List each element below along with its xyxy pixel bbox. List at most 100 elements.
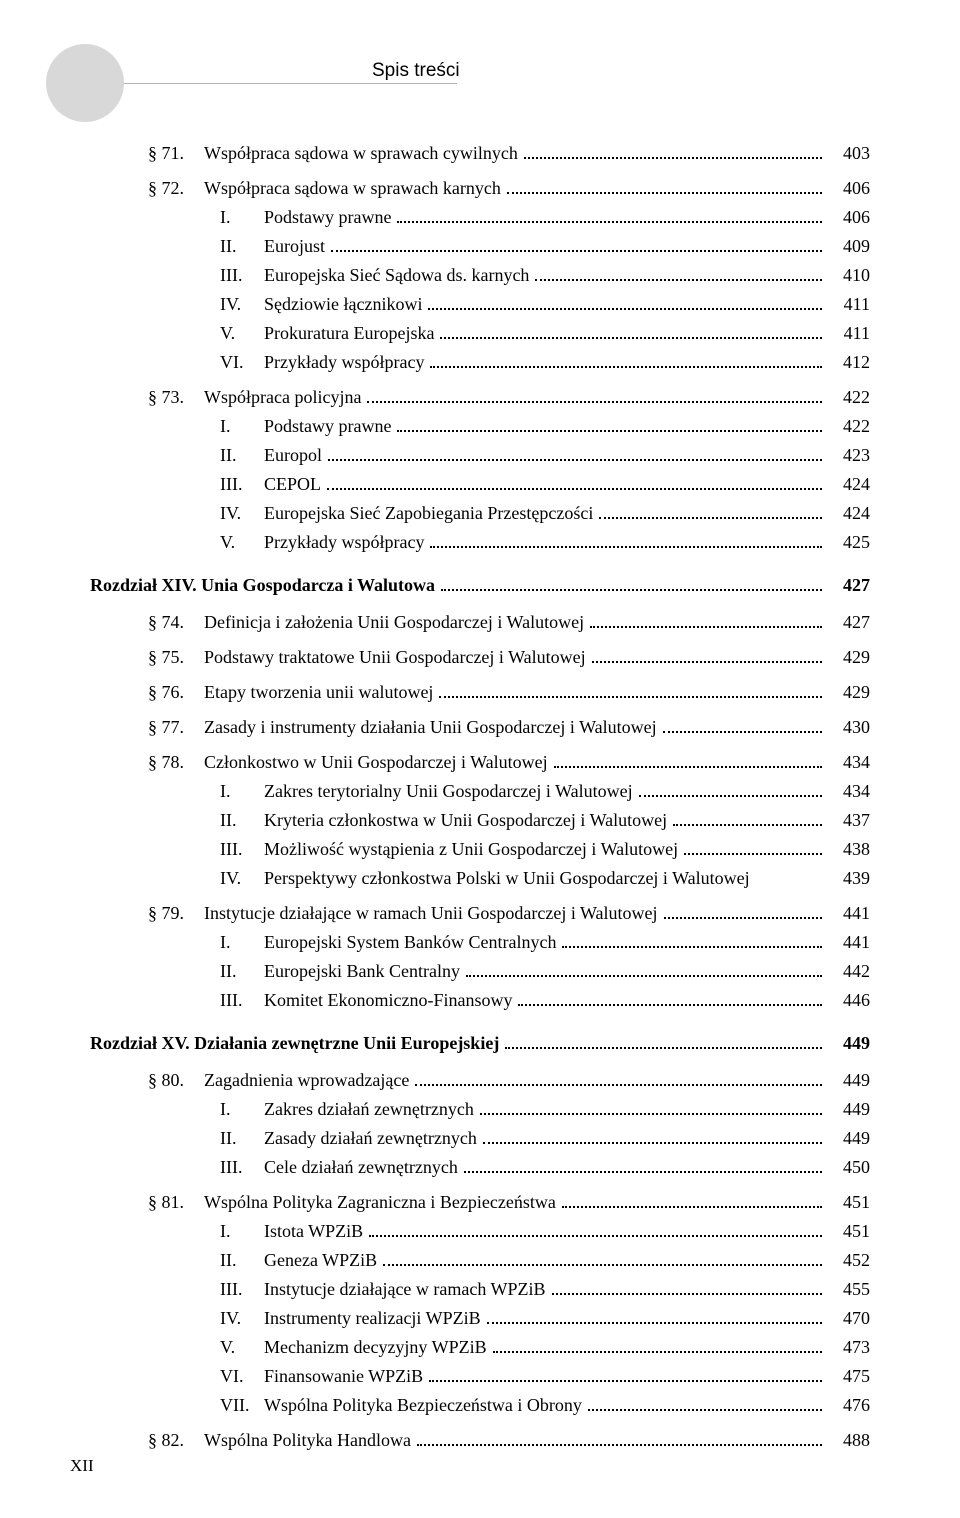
toc-entry: § 82.Wspólna Polityka Handlowa 488 — [90, 1427, 870, 1454]
toc-entry: II.Kryteria członkostwa w Unii Gospodarc… — [90, 807, 870, 834]
toc-entry-text: CEPOL — [264, 474, 321, 494]
toc-entry-label: III.Cele działań zewnętrznych — [220, 1154, 458, 1181]
toc-leader-dots — [507, 179, 822, 194]
toc-entry: § 79.Instytucje działające w ramach Unii… — [90, 900, 870, 927]
toc-entry-page: 434 — [828, 778, 870, 805]
toc-entry: III.CEPOL 424 — [90, 471, 870, 498]
toc-entry: V.Mechanizm decyzyjny WPZiB 473 — [90, 1334, 870, 1361]
toc-entry-text: Zagadnienia wprowadzające — [204, 1070, 409, 1090]
toc-leader-dots — [466, 962, 822, 977]
toc-leader-dots — [664, 904, 822, 919]
toc-entry-page: 424 — [828, 500, 870, 527]
toc-entry-page: 434 — [828, 749, 870, 776]
toc-entry-page: 438 — [828, 836, 870, 863]
toc-entry-label: Rozdział XIV. Unia Gospodarcza i Walutow… — [90, 572, 435, 599]
toc-entry-number: § 79. — [148, 900, 204, 927]
toc-entry-page: 427 — [828, 609, 870, 636]
toc-entry-label: I.Europejski System Banków Centralnych — [220, 929, 556, 956]
toc-entry-text: Zakres działań zewnętrznych — [264, 1099, 474, 1119]
toc-leader-dots — [562, 933, 822, 948]
toc-leader-dots — [535, 266, 822, 281]
toc-entry-number: § 80. — [148, 1067, 204, 1094]
toc-leader-dots — [464, 1158, 822, 1173]
toc-entry-label: IV.Instrumenty realizacji WPZiB — [220, 1305, 481, 1332]
toc-entry-text: Instrumenty realizacji WPZiB — [264, 1308, 481, 1328]
toc-entry-label: IV.Perspektywy członkostwa Polski w Unii… — [220, 865, 750, 892]
toc-entry-page: 429 — [828, 644, 870, 671]
toc-entry: II.Eurojust 409 — [90, 233, 870, 260]
toc-entry-page: 451 — [828, 1218, 870, 1245]
toc-leader-dots — [487, 1309, 822, 1324]
toc-entry-page: 406 — [828, 175, 870, 202]
toc-entry-page: 439 — [828, 865, 870, 892]
toc-leader-dots — [552, 1280, 822, 1295]
toc-entry-number: § 75. — [148, 644, 204, 671]
toc-leader-dots — [518, 991, 822, 1006]
toc-entry: V.Prokuratura Europejska 411 — [90, 320, 870, 347]
toc-entry-label: III.CEPOL — [220, 471, 321, 498]
toc-entry-number: V. — [220, 1334, 264, 1361]
toc-leader-dots — [524, 144, 822, 159]
toc-entry-page: 488 — [828, 1427, 870, 1454]
toc-entry-label: § 79.Instytucje działające w ramach Unii… — [148, 900, 658, 927]
toc-entry-label: § 76.Etapy tworzenia unii walutowej — [148, 679, 433, 706]
toc-entry-number: II. — [220, 1125, 264, 1152]
toc-entry-label: I.Istota WPZiB — [220, 1218, 363, 1245]
toc-entry: § 77.Zasady i instrumenty działania Unii… — [90, 714, 870, 741]
toc-entry-text: Zasady działań zewnętrznych — [264, 1128, 477, 1148]
toc-entry-page: 430 — [828, 714, 870, 741]
toc-entry-page: 437 — [828, 807, 870, 834]
toc-entry-text: Mechanizm decyzyjny WPZiB — [264, 1337, 487, 1357]
toc-entry-number: § 78. — [148, 749, 204, 776]
toc-entry-number: § 82. — [148, 1427, 204, 1454]
toc-entry-page: 424 — [828, 471, 870, 498]
toc-entry-text: Podstawy prawne — [264, 416, 391, 436]
toc-entry-label: III.Komitet Ekonomiczno-Finansowy — [220, 987, 512, 1014]
toc-entry-number: V. — [220, 529, 264, 556]
toc-entry: III.Cele działań zewnętrznych 450 — [90, 1154, 870, 1181]
toc-entry-text: Współpraca policyjna — [204, 387, 361, 407]
toc-leader-dots — [415, 1071, 822, 1086]
toc-entry-number: IV. — [220, 865, 264, 892]
toc-entry: § 80.Zagadnienia wprowadzające 449 — [90, 1067, 870, 1094]
page-header: Spis treści — [90, 50, 870, 120]
toc-leader-dots — [663, 718, 822, 733]
toc-entry-number: IV. — [220, 291, 264, 318]
toc-entry-number: § 74. — [148, 609, 204, 636]
toc-leader-dots — [430, 533, 822, 548]
toc-entry-label: § 71.Współpraca sądowa w sprawach cywiln… — [148, 140, 518, 167]
toc-entry-number: § 73. — [148, 384, 204, 411]
toc-entry-label: § 74.Definicja i założenia Unii Gospodar… — [148, 609, 584, 636]
toc-entry-label: IV.Sędziowie łącznikowi — [220, 291, 422, 318]
toc-entry-text: Europejska Sieć Sądowa ds. karnych — [264, 265, 529, 285]
toc-entry-label: II.Geneza WPZiB — [220, 1247, 377, 1274]
toc-entry-text: Perspektywy członkostwa Polski w Unii Go… — [264, 868, 750, 888]
toc-entry-text: Współpraca sądowa w sprawach karnych — [204, 178, 501, 198]
toc-entry-number: § 76. — [148, 679, 204, 706]
toc-leader-dots — [599, 504, 822, 519]
toc-leader-dots — [397, 417, 822, 432]
toc-entry-label: II.Eurojust — [220, 233, 325, 260]
toc-entry: III.Instytucje działające w ramach WPZiB… — [90, 1276, 870, 1303]
toc-entry-label: § 81.Wspólna Polityka Zagraniczna i Bezp… — [148, 1189, 556, 1216]
toc-leader-dots — [429, 1367, 822, 1382]
toc-leader-dots — [592, 648, 822, 663]
toc-entry-text: Eurojust — [264, 236, 325, 256]
toc-entry-page: 475 — [828, 1363, 870, 1390]
toc-entry-page: 473 — [828, 1334, 870, 1361]
toc-entry-number: III. — [220, 1154, 264, 1181]
toc-leader-dots — [588, 1396, 822, 1411]
toc-entry: IV.Instrumenty realizacji WPZiB 470 — [90, 1305, 870, 1332]
toc-leader-dots — [430, 353, 822, 368]
toc-entry: V.Przykłady współpracy 425 — [90, 529, 870, 556]
toc-entry-number: VI. — [220, 349, 264, 376]
toc-leader-dots — [417, 1431, 822, 1446]
toc-entry-number: § 81. — [148, 1189, 204, 1216]
toc-entry-label: II.Kryteria członkostwa w Unii Gospodarc… — [220, 807, 667, 834]
toc-entry-page: 429 — [828, 679, 870, 706]
toc-leader-dots — [684, 840, 822, 855]
toc-entry: IV.Sędziowie łącznikowi 411 — [90, 291, 870, 318]
toc-entry-label: V.Mechanizm decyzyjny WPZiB — [220, 1334, 487, 1361]
header-line-decoration — [124, 83, 457, 84]
toc-entry-page: 449 — [828, 1096, 870, 1123]
